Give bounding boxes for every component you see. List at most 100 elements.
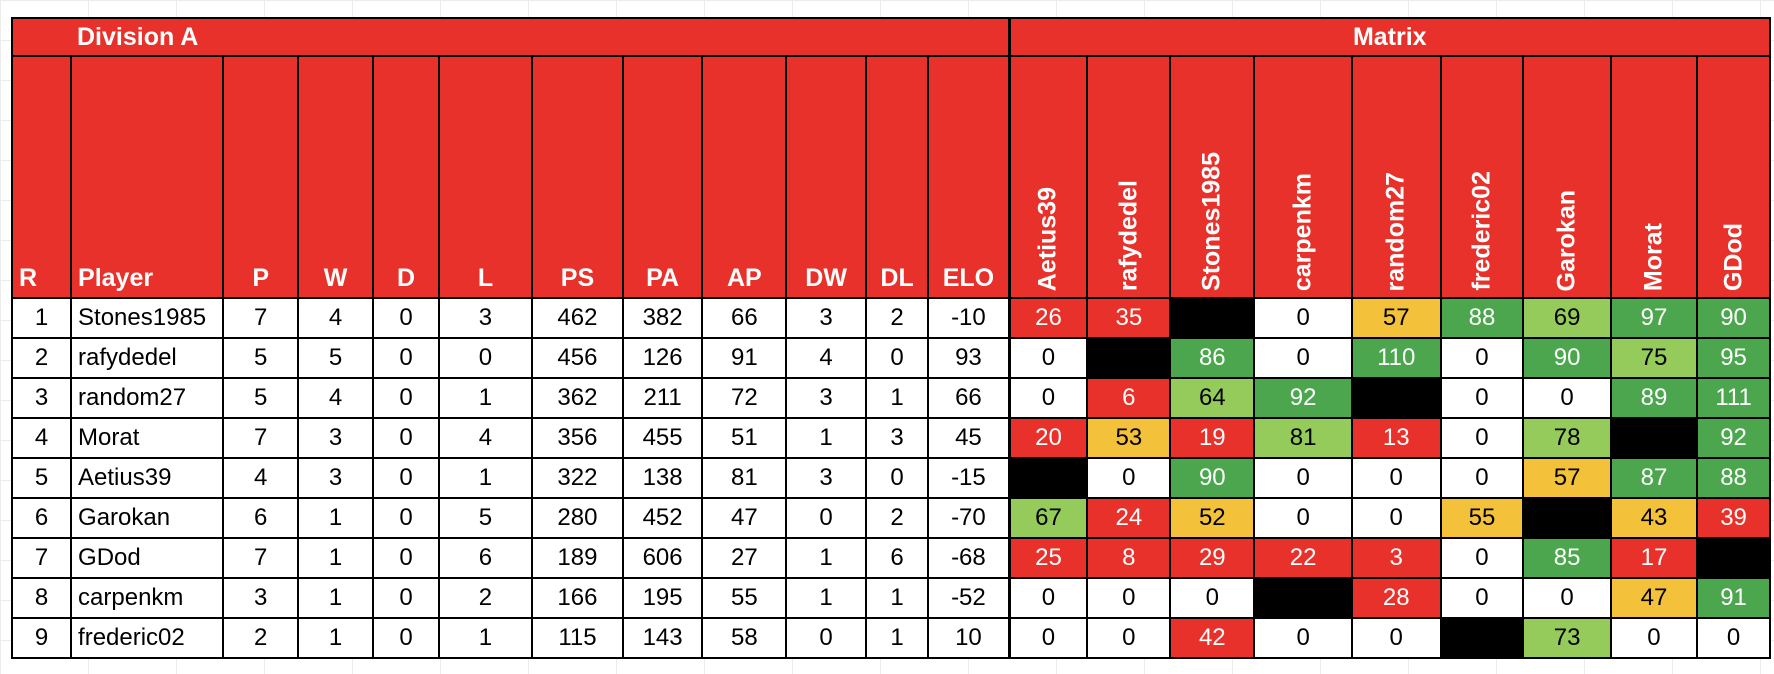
matrix-header-random27[interactable]: random27 xyxy=(1350,55,1442,299)
cell-elo[interactable]: 66 xyxy=(927,377,1011,419)
matrix-cell-rafydedel[interactable]: 24 xyxy=(1086,497,1172,539)
matrix-cell-carpenkm[interactable]: 0 xyxy=(1253,457,1353,499)
cell-ps[interactable]: 115 xyxy=(531,617,624,659)
cell-ap[interactable]: 72 xyxy=(701,377,788,419)
cell-p[interactable]: 7 xyxy=(222,417,300,459)
cell-dw[interactable]: 3 xyxy=(785,297,867,339)
cell-r[interactable]: 6 xyxy=(10,497,73,539)
matrix-cell-aetius39[interactable]: 0 xyxy=(1007,377,1089,419)
cell-player[interactable]: Stones1985 xyxy=(70,297,225,339)
matrix-header-frederic02[interactable]: frederic02 xyxy=(1439,55,1525,299)
cell-ap[interactable]: 47 xyxy=(701,497,788,539)
matrix-header-morat[interactable]: Morat xyxy=(1609,55,1699,299)
matrix-cell-rafydedel[interactable]: 0 xyxy=(1086,577,1172,619)
cell-p[interactable]: 5 xyxy=(222,377,300,419)
matrix-cell-morat[interactable]: 89 xyxy=(1609,377,1699,419)
cell-r[interactable]: 3 xyxy=(10,377,73,419)
cell-l[interactable]: 3 xyxy=(437,297,534,339)
matrix-cell-random27[interactable]: 57 xyxy=(1350,297,1442,339)
cell-dl[interactable]: 1 xyxy=(864,617,930,659)
cell-w[interactable]: 4 xyxy=(297,297,375,339)
matrix-cell-carpenkm[interactable] xyxy=(1253,577,1353,619)
cell-l[interactable]: 1 xyxy=(437,457,534,499)
cell-elo[interactable]: -15 xyxy=(927,457,1011,499)
column-header-elo[interactable]: ELO xyxy=(927,55,1011,299)
cell-w[interactable]: 1 xyxy=(297,497,375,539)
cell-w[interactable]: 1 xyxy=(297,577,375,619)
cell-dw[interactable]: 1 xyxy=(785,417,867,459)
cell-d[interactable]: 0 xyxy=(372,577,440,619)
cell-p[interactable]: 2 xyxy=(222,617,300,659)
cell-p[interactable]: 3 xyxy=(222,577,300,619)
matrix-cell-gdod[interactable]: 95 xyxy=(1696,337,1771,379)
matrix-cell-random27[interactable]: 0 xyxy=(1350,497,1442,539)
matrix-header-gdod[interactable]: GDod xyxy=(1696,55,1771,299)
cell-pa[interactable]: 138 xyxy=(621,457,704,499)
matrix-cell-random27[interactable]: 110 xyxy=(1350,337,1442,379)
cell-ap[interactable]: 66 xyxy=(701,297,788,339)
matrix-cell-gdod[interactable]: 92 xyxy=(1696,417,1771,459)
matrix-cell-aetius39[interactable]: 20 xyxy=(1007,417,1089,459)
matrix-cell-garokan[interactable]: 78 xyxy=(1522,417,1612,459)
cell-r[interactable]: 2 xyxy=(10,337,73,379)
matrix-header-carpenkm[interactable]: carpenkm xyxy=(1253,55,1353,299)
matrix-cell-carpenkm[interactable]: 92 xyxy=(1253,377,1353,419)
cell-dl[interactable]: 2 xyxy=(864,497,930,539)
matrix-cell-carpenkm[interactable]: 22 xyxy=(1253,537,1353,579)
matrix-cell-frederic02[interactable]: 0 xyxy=(1439,577,1525,619)
column-header-p[interactable]: P xyxy=(222,55,300,299)
cell-pa[interactable]: 452 xyxy=(621,497,704,539)
matrix-cell-morat[interactable]: 75 xyxy=(1609,337,1699,379)
matrix-cell-stones1985[interactable]: 86 xyxy=(1169,337,1256,379)
cell-d[interactable]: 0 xyxy=(372,457,440,499)
table-row[interactable]: 5 Aetius39 4 3 0 1 322 138 81 3 0 -15 0 90 0 0 0 57 87 88 xyxy=(10,457,1771,499)
matrix-cell-frederic02[interactable]: 88 xyxy=(1439,297,1525,339)
cell-l[interactable]: 5 xyxy=(437,497,534,539)
cell-pa[interactable]: 211 xyxy=(621,377,704,419)
matrix-cell-rafydedel[interactable]: 0 xyxy=(1086,457,1172,499)
matrix-cell-garokan[interactable]: 73 xyxy=(1522,617,1612,659)
cell-w[interactable]: 1 xyxy=(297,537,375,579)
cell-ap[interactable]: 51 xyxy=(701,417,788,459)
cell-dw[interactable]: 0 xyxy=(785,497,867,539)
cell-pa[interactable]: 126 xyxy=(621,337,704,379)
cell-ps[interactable]: 280 xyxy=(531,497,624,539)
matrix-cell-aetius39[interactable] xyxy=(1007,457,1089,499)
cell-p[interactable]: 6 xyxy=(222,497,300,539)
column-header-dl[interactable]: DL xyxy=(864,55,930,299)
matrix-cell-garokan[interactable]: 85 xyxy=(1522,537,1612,579)
matrix-cell-aetius39[interactable]: 0 xyxy=(1007,337,1089,379)
cell-r[interactable]: 8 xyxy=(10,577,73,619)
column-header-r[interactable]: R xyxy=(10,55,73,299)
cell-l[interactable]: 2 xyxy=(437,577,534,619)
cell-dw[interactable]: 4 xyxy=(785,337,867,379)
matrix-cell-stones1985[interactable]: 19 xyxy=(1169,417,1256,459)
matrix-cell-random27[interactable]: 0 xyxy=(1350,457,1442,499)
cell-pa[interactable]: 143 xyxy=(621,617,704,659)
matrix-cell-aetius39[interactable]: 25 xyxy=(1007,537,1089,579)
matrix-cell-garokan[interactable]: 69 xyxy=(1522,297,1612,339)
matrix-cell-gdod[interactable]: 90 xyxy=(1696,297,1771,339)
matrix-header-aetius39[interactable]: Aetius39 xyxy=(1007,55,1089,299)
cell-dl[interactable]: 1 xyxy=(864,377,930,419)
matrix-cell-stones1985[interactable]: 90 xyxy=(1169,457,1256,499)
table-row[interactable]: 2 rafydedel 5 5 0 0 456 126 91 4 0 93 0 86 0 110 0 90 75 95 xyxy=(10,337,1771,379)
matrix-cell-rafydedel[interactable]: 0 xyxy=(1086,617,1172,659)
cell-l[interactable]: 6 xyxy=(437,537,534,579)
matrix-cell-frederic02[interactable]: 0 xyxy=(1439,417,1525,459)
cell-ap[interactable]: 58 xyxy=(701,617,788,659)
matrix-cell-garokan[interactable]: 90 xyxy=(1522,337,1612,379)
matrix-cell-frederic02[interactable] xyxy=(1439,617,1525,659)
cell-d[interactable]: 0 xyxy=(372,417,440,459)
matrix-cell-frederic02[interactable]: 55 xyxy=(1439,497,1525,539)
matrix-cell-stones1985[interactable]: 0 xyxy=(1169,577,1256,619)
cell-elo[interactable]: -10 xyxy=(927,297,1011,339)
matrix-cell-aetius39[interactable]: 26 xyxy=(1007,297,1089,339)
matrix-cell-carpenkm[interactable]: 0 xyxy=(1253,617,1353,659)
cell-pa[interactable]: 455 xyxy=(621,417,704,459)
matrix-cell-rafydedel[interactable]: 53 xyxy=(1086,417,1172,459)
cell-player[interactable]: carpenkm xyxy=(70,577,225,619)
matrix-cell-garokan[interactable] xyxy=(1522,497,1612,539)
matrix-cell-frederic02[interactable]: 0 xyxy=(1439,337,1525,379)
cell-l[interactable]: 1 xyxy=(437,377,534,419)
